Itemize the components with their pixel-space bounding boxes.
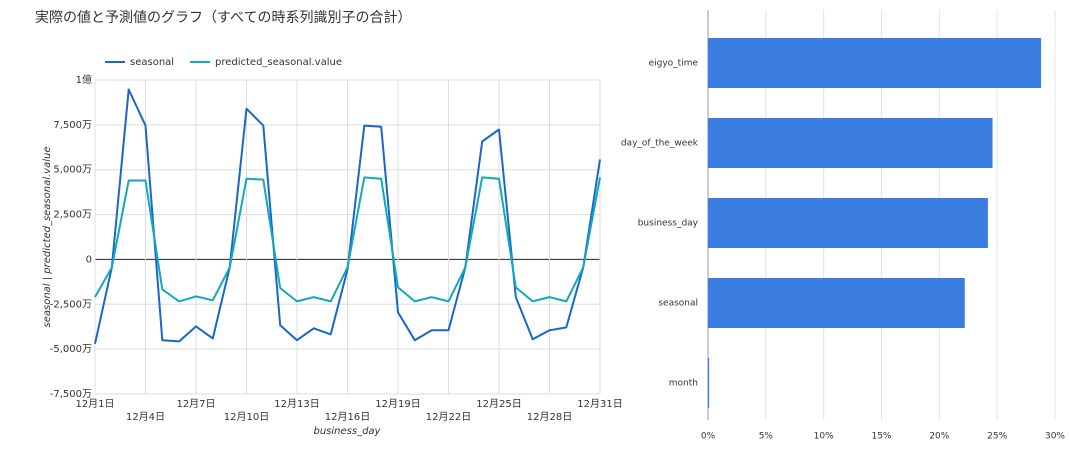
y-tick-label: seasonal (658, 299, 698, 309)
y-tick-label: business_day (638, 219, 699, 229)
y-tick-label: eigyo_time (649, 59, 699, 69)
bar (708, 118, 993, 168)
bar (708, 278, 965, 328)
x-tick-label: 12月19日 (375, 398, 420, 410)
y-tick-label: 2,500万 (53, 210, 92, 221)
y-tick-label: 7,500万 (53, 120, 92, 131)
series-line (94, 176, 601, 303)
x-tick-label: 30% (1045, 432, 1065, 442)
y-tick-label: 5,000万 (53, 165, 92, 176)
x-tick-label: 12月13日 (274, 398, 319, 410)
x-tick-label: 12月31日 (577, 398, 622, 410)
x-tick-label: 12月25日 (476, 398, 521, 410)
x-tick-label: 12月10日 (224, 411, 269, 423)
y-tick-label: month (669, 379, 698, 389)
y-tick-label: -5,000万 (50, 344, 92, 355)
y-tick-label: 1億 (76, 73, 92, 86)
bar (708, 358, 710, 408)
x-tick-label: 12月4日 (126, 411, 165, 423)
x-tick-label: 20% (929, 432, 949, 442)
y-tick-label: -2,500万 (50, 299, 92, 310)
x-tick-label: 10% (814, 432, 834, 442)
x-tick-label: 25% (987, 432, 1007, 442)
x-tick-label: 15% (871, 432, 891, 442)
x-tick-label: 12月7日 (176, 398, 215, 410)
x-axis-label: business_day (314, 426, 382, 437)
x-tick-label: 12月22日 (426, 411, 471, 423)
y-tick-label: 0 (86, 254, 92, 265)
bar (708, 198, 988, 248)
y-axis-label: seasonal | predicted_seasonal.value (42, 146, 53, 327)
bar (708, 38, 1042, 88)
x-tick-label: 12月1日 (75, 398, 114, 410)
y-tick-label: day_of_the_week (621, 139, 699, 149)
chart-title: 実際の値と予測値のグラフ（すべての時系列識別子の合計） (35, 10, 411, 26)
y-tick-label: -7,500万 (50, 389, 92, 400)
x-tick-label: 5% (759, 432, 774, 442)
x-tick-label: 12月28日 (527, 411, 572, 423)
legend-label: predicted_seasonal.value (215, 57, 342, 68)
x-tick-label: 0% (701, 432, 716, 442)
legend-label: seasonal (130, 57, 174, 68)
x-tick-label: 12月16日 (325, 411, 370, 423)
